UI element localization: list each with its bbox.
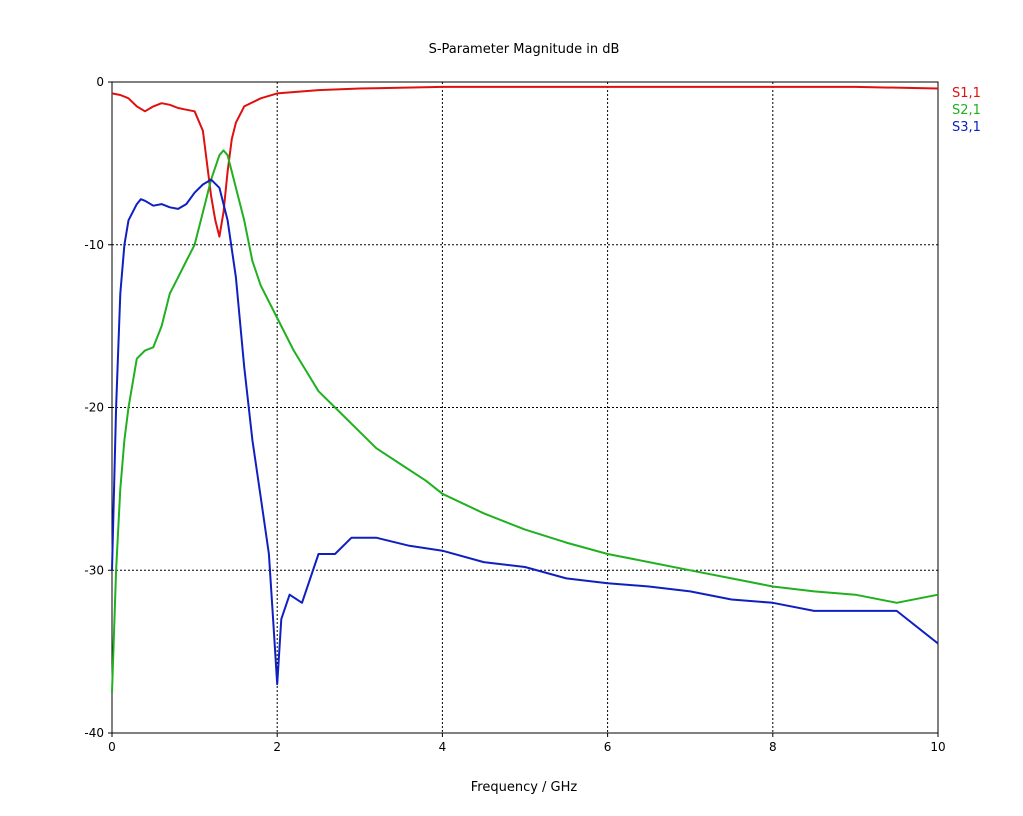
grid (112, 82, 938, 733)
series-line-s1-1 (111, 85, 939, 238)
x-tick-label: 4 (439, 740, 447, 754)
legend-item: S3,1 (952, 120, 981, 135)
x-tick-label: 2 (273, 740, 281, 754)
series-line-s3-1 (111, 178, 939, 686)
x-tick-label: 0 (108, 740, 116, 754)
chart-title: S-Parameter Magnitude in dB (429, 42, 620, 57)
y-tick-label: 0 (96, 75, 104, 89)
x-axis-label: Frequency / GHz (471, 780, 578, 795)
legend-item: S1,1 (952, 86, 981, 101)
x-tick-label: 6 (604, 740, 612, 754)
series-line-s2-1 (111, 149, 939, 693)
x-tick-label: 8 (769, 740, 777, 754)
y-tick-label: -30 (84, 563, 104, 577)
x-tick-label: 10 (930, 740, 945, 754)
series-lines (111, 85, 939, 693)
legend-item: S2,1 (952, 103, 981, 118)
y-tick-label: -10 (84, 238, 104, 252)
y-axis: 0 -10 -20 -30 -40 (84, 75, 112, 740)
x-axis: 0 2 4 6 8 10 (108, 733, 946, 754)
y-tick-label: -40 (84, 726, 104, 740)
legend: S1,1 S2,1 S3,1 (952, 86, 981, 135)
y-tick-label: -20 (84, 401, 104, 415)
